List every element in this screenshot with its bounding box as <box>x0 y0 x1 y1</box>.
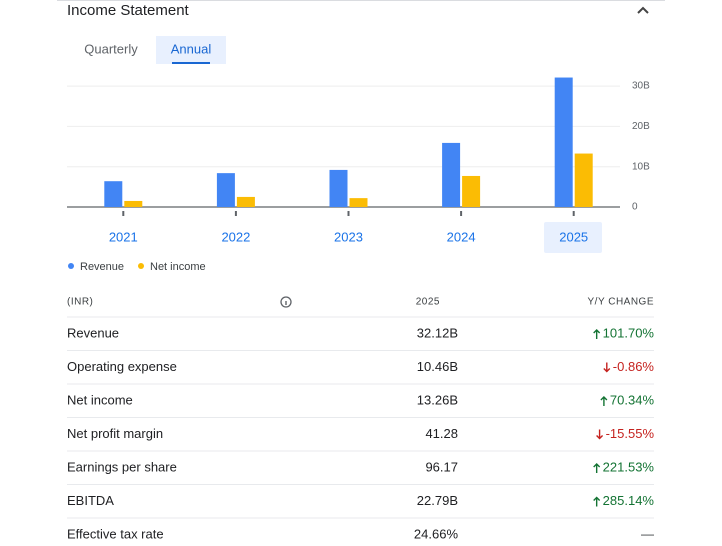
bar <box>442 142 461 207</box>
table-header: 2025 <box>416 297 440 308</box>
card-title: Income Statement <box>67 2 190 19</box>
y-tick-label: 0 <box>632 202 638 213</box>
row-value: 10.46B <box>417 359 458 374</box>
tab-active-bg <box>156 36 226 64</box>
bar <box>124 200 143 207</box>
bar <box>462 175 481 207</box>
bar <box>349 198 368 207</box>
tab-underline <box>172 62 210 64</box>
arrow-up <box>593 329 601 339</box>
row-value: 96.17 <box>425 459 458 474</box>
row-label: Earnings per share <box>67 459 177 474</box>
legend-dot <box>138 263 144 269</box>
row-label: Operating expense <box>67 359 177 374</box>
y-tick-label: 30B <box>632 81 650 92</box>
arrow-down <box>596 429 604 440</box>
x-tick-label[interactable]: 2022 <box>221 229 250 244</box>
bar <box>329 169 348 207</box>
row-label: Effective tax rate <box>67 526 164 541</box>
row-change: -0.86% <box>613 359 655 374</box>
table-header: (INR) <box>67 297 93 308</box>
x-tick-label[interactable]: 2024 <box>447 229 476 244</box>
row-value: 13.26B <box>417 392 458 407</box>
row-value: 22.79B <box>417 493 458 508</box>
x-tick-label[interactable]: 2025 <box>559 229 588 244</box>
y-tick-label: 20B <box>632 121 650 132</box>
x-tick-label[interactable]: 2021 <box>109 229 138 244</box>
bar <box>574 153 593 207</box>
arrow-up <box>593 496 601 507</box>
bar <box>216 173 235 207</box>
legend-label: Revenue <box>80 261 124 273</box>
bar <box>554 77 573 207</box>
year-selected-bg <box>544 222 602 253</box>
arrow-up <box>593 463 601 473</box>
row-value: 32.12B <box>417 325 458 340</box>
info-icon-bar <box>285 301 287 305</box>
arrow-up <box>600 396 608 406</box>
bar <box>104 181 123 207</box>
table-header: Y/Y CHANGE <box>588 297 655 308</box>
x-tick-label[interactable]: 2023 <box>334 229 363 244</box>
row-label: Net profit margin <box>67 426 163 441</box>
row-label: Revenue <box>67 325 119 340</box>
info-icon[interactable] <box>280 296 292 308</box>
arrow-down <box>603 362 611 373</box>
row-change: — <box>641 526 654 541</box>
row-label: EBITDA <box>67 493 114 508</box>
row-value: 41.28 <box>425 426 458 441</box>
y-tick-label: 10B <box>632 161 650 172</box>
row-change: 70.34% <box>610 392 655 407</box>
tab-annual[interactable]: Annual <box>171 41 212 56</box>
tab-quarterly[interactable]: Quarterly <box>84 41 138 56</box>
row-change: 221.53% <box>603 459 655 474</box>
row-change: 101.70% <box>603 325 655 340</box>
row-change: 285.14% <box>603 493 655 508</box>
legend-label: Net income <box>150 261 206 273</box>
legend-dot <box>68 263 74 269</box>
collapse-icon[interactable] <box>637 6 649 14</box>
bar <box>236 196 255 207</box>
row-value: 24.66% <box>414 526 459 541</box>
row-change: -15.55% <box>606 426 655 441</box>
row-label: Net income <box>67 392 133 407</box>
